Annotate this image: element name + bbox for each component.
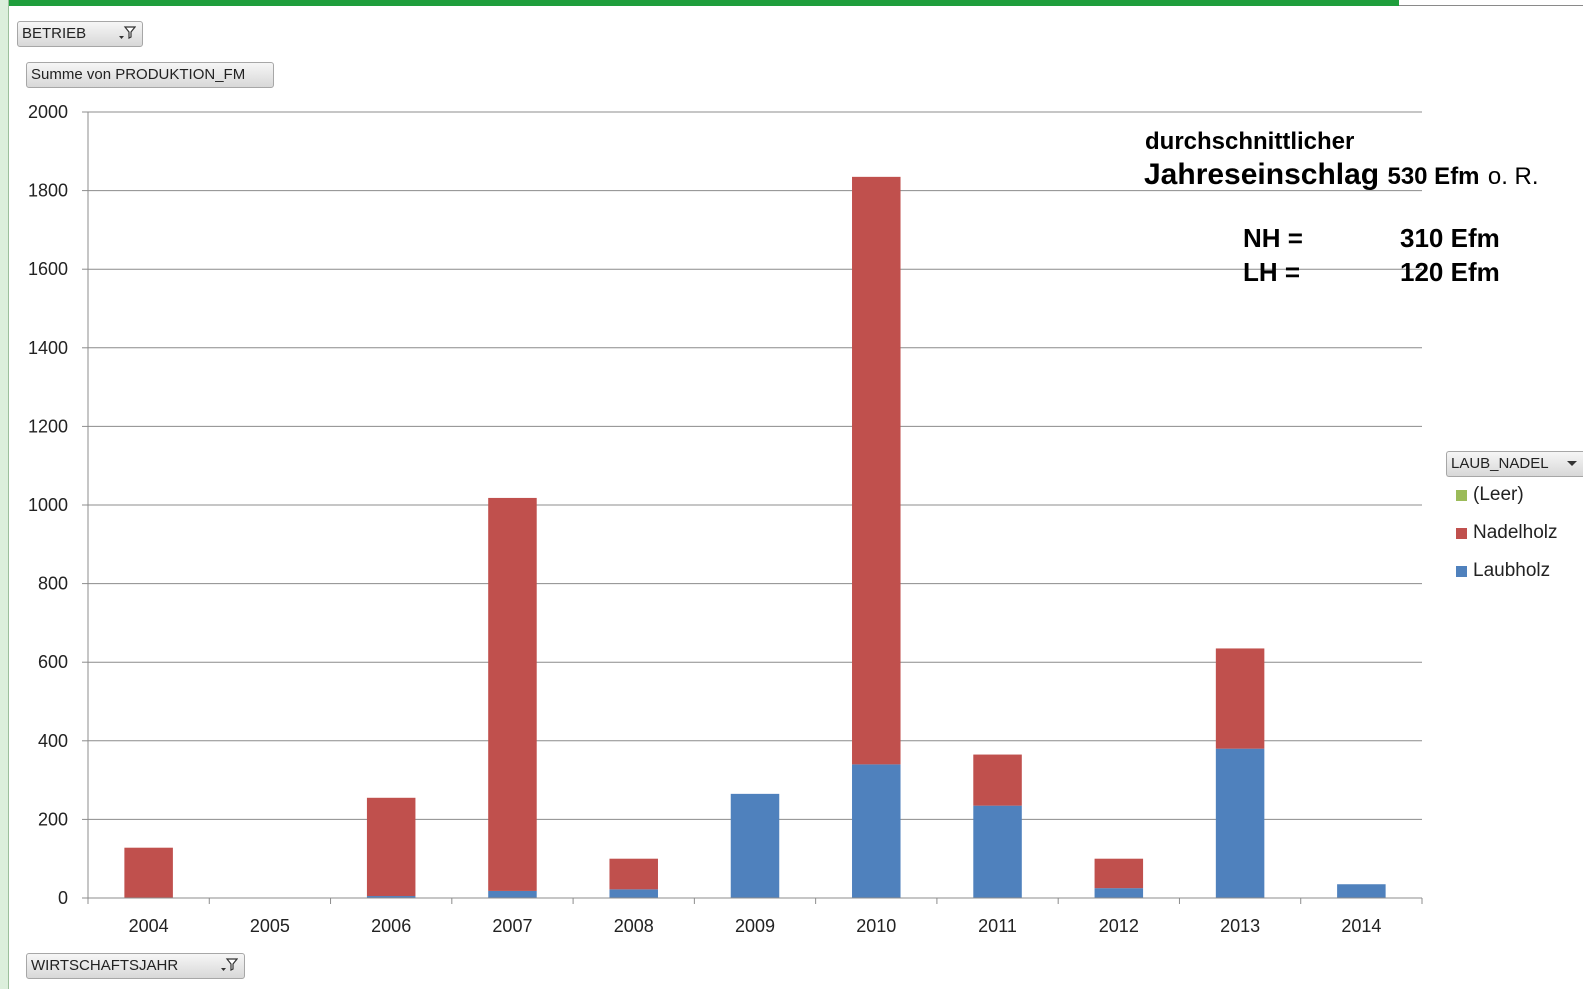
x-tick-label: 2008 [614,916,654,936]
filter-icon [221,958,238,971]
y-tick-label: 800 [38,574,68,594]
x-tick-label: 2014 [1341,916,1381,936]
legend-label: (Leer) [1473,484,1524,505]
report-filter-button-betrieb[interactable]: BETRIEB [17,21,143,47]
annotation-line2-word: Jahreseinschlag [1144,158,1380,191]
legend-swatch [1456,528,1467,539]
nh-label: NH = [1243,223,1303,253]
chevron-down-icon [1567,461,1577,466]
bar-nadelholz-2013 [1215,648,1265,749]
bar-laubholz-2006 [366,896,416,898]
values-field-label: Summe von PRODUKTION_FM [31,66,246,83]
bar-laubholz-2010 [852,764,901,898]
axes [82,111,1423,904]
x-tick-label: 2010 [856,916,896,936]
bar-nadelholz-2007 [488,497,537,891]
gridlines [88,111,1422,820]
bar-nadelholz-2011 [973,754,1022,806]
bar-laubholz-2008 [609,889,658,898]
x-tick-label: 2013 [1220,916,1260,936]
bar-nadelholz-2010 [852,176,901,765]
x-tick-label: 2011 [978,916,1017,936]
bar-nadelholz-2008 [609,858,658,890]
annotation-line2: Jahreseinschlag 530 Efm o. R. [1144,158,1539,192]
annotation-line1: durchschnittlicher [1145,128,1355,155]
legend-label: Laubholz [1473,560,1551,581]
bars [124,176,1386,898]
lh-label: LH = [1243,257,1301,287]
lh-value: 120 Efm [1400,257,1500,287]
values-field-button[interactable]: Summe von PRODUKTION_FM [26,62,274,88]
filter-icon [119,26,136,39]
y-axis-tick-labels: 0 200 400 600 800 1000 1200 1400 1600 1800 2000 [28,102,68,908]
bar-laubholz-2014 [1337,884,1386,898]
annotation-line2-suffix: o. R. [1487,163,1539,190]
y-tick-label: 2000 [28,102,68,122]
x-tick-label: 2005 [250,916,290,936]
axis-field-label: WIRTSCHAFTSJAHR [31,957,179,974]
x-tick-label: 2006 [371,916,411,936]
y-tick-label: 1000 [28,495,68,515]
x-tick-label: 2012 [1099,916,1139,936]
y-tick-label: 0 [58,888,68,908]
bar-nadelholz-2012 [1094,858,1144,889]
report-filter-label: BETRIEB [22,25,87,42]
y-tick-label: 1200 [28,416,68,436]
legend-field-button-laub-nadel[interactable]: LAUB_NADEL [1446,451,1583,477]
bar-laubholz-2013 [1215,748,1265,898]
bar-nadelholz-2004 [124,847,173,898]
x-tick-label: 2009 [735,916,775,936]
top-border-line [1399,5,1583,6]
y-tick-label: 1400 [28,338,68,358]
legend-label: Nadelholz [1473,522,1558,543]
annotation-line2-value: 530 Efm [1387,163,1480,190]
y-tick-label: 600 [38,652,68,672]
y-tick-label: 200 [38,809,68,829]
y-tick-label: 1600 [28,259,68,279]
legend-swatch [1456,490,1467,501]
top-selection-bar [9,0,1399,6]
y-tick-label: 400 [38,731,68,751]
legend-swatch [1456,566,1467,577]
bar-laubholz-2007 [488,890,537,898]
y-tick-label: 1800 [28,181,68,201]
bar-nadelholz-2006 [366,797,416,897]
legend-field-label: LAUB_NADEL [1451,455,1549,472]
axis-field-button-wirtschaftsjahr[interactable]: WIRTSCHAFTSJAHR [26,953,245,979]
bar-laubholz-2011 [973,805,1022,898]
left-window-edge [0,0,9,989]
x-tick-label: 2007 [492,916,532,936]
bar-laubholz-2012 [1094,888,1144,898]
x-axis-tick-labels: 2004 2005 2006 2007 2008 2009 2010 2011 2012 2013… [129,916,1382,936]
bar-laubholz-2009 [730,793,780,898]
nh-value: 310 Efm [1400,223,1500,253]
x-tick-label: 2004 [129,916,169,936]
